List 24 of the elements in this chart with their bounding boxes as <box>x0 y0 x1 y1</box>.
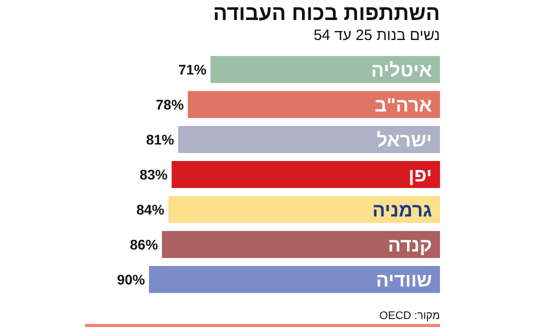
y-tick-label: קנדה <box>388 236 432 256</box>
y-tick-label: איטליה <box>371 60 432 82</box>
y-tick-label: ישראל <box>376 130 432 152</box>
data-label: 71% <box>178 62 207 78</box>
data-label: 78% <box>156 96 184 112</box>
bar <box>149 266 440 293</box>
y-tick-label: גרמניה <box>372 200 432 222</box>
y-tick-label: יפן <box>408 166 432 186</box>
bar <box>168 196 440 223</box>
bar <box>178 126 440 153</box>
data-label: 81% <box>146 132 175 148</box>
bar <box>188 91 440 118</box>
chart-title: השתתפות בכוח העבודה <box>212 2 440 26</box>
y-tick-label: שוודיה <box>376 270 432 292</box>
data-label: 84% <box>136 202 165 218</box>
data-label: 90% <box>116 272 146 288</box>
bar <box>162 231 440 258</box>
data-label: 86% <box>130 236 158 252</box>
bar <box>210 56 440 83</box>
y-tick-label: ארה"ב <box>374 96 432 116</box>
chart-subtitle: נשים בנות 25 עד 54 <box>312 27 440 44</box>
text: מקור: OECD <box>378 310 440 322</box>
data-label: 83% <box>140 166 168 182</box>
bar <box>172 161 440 188</box>
